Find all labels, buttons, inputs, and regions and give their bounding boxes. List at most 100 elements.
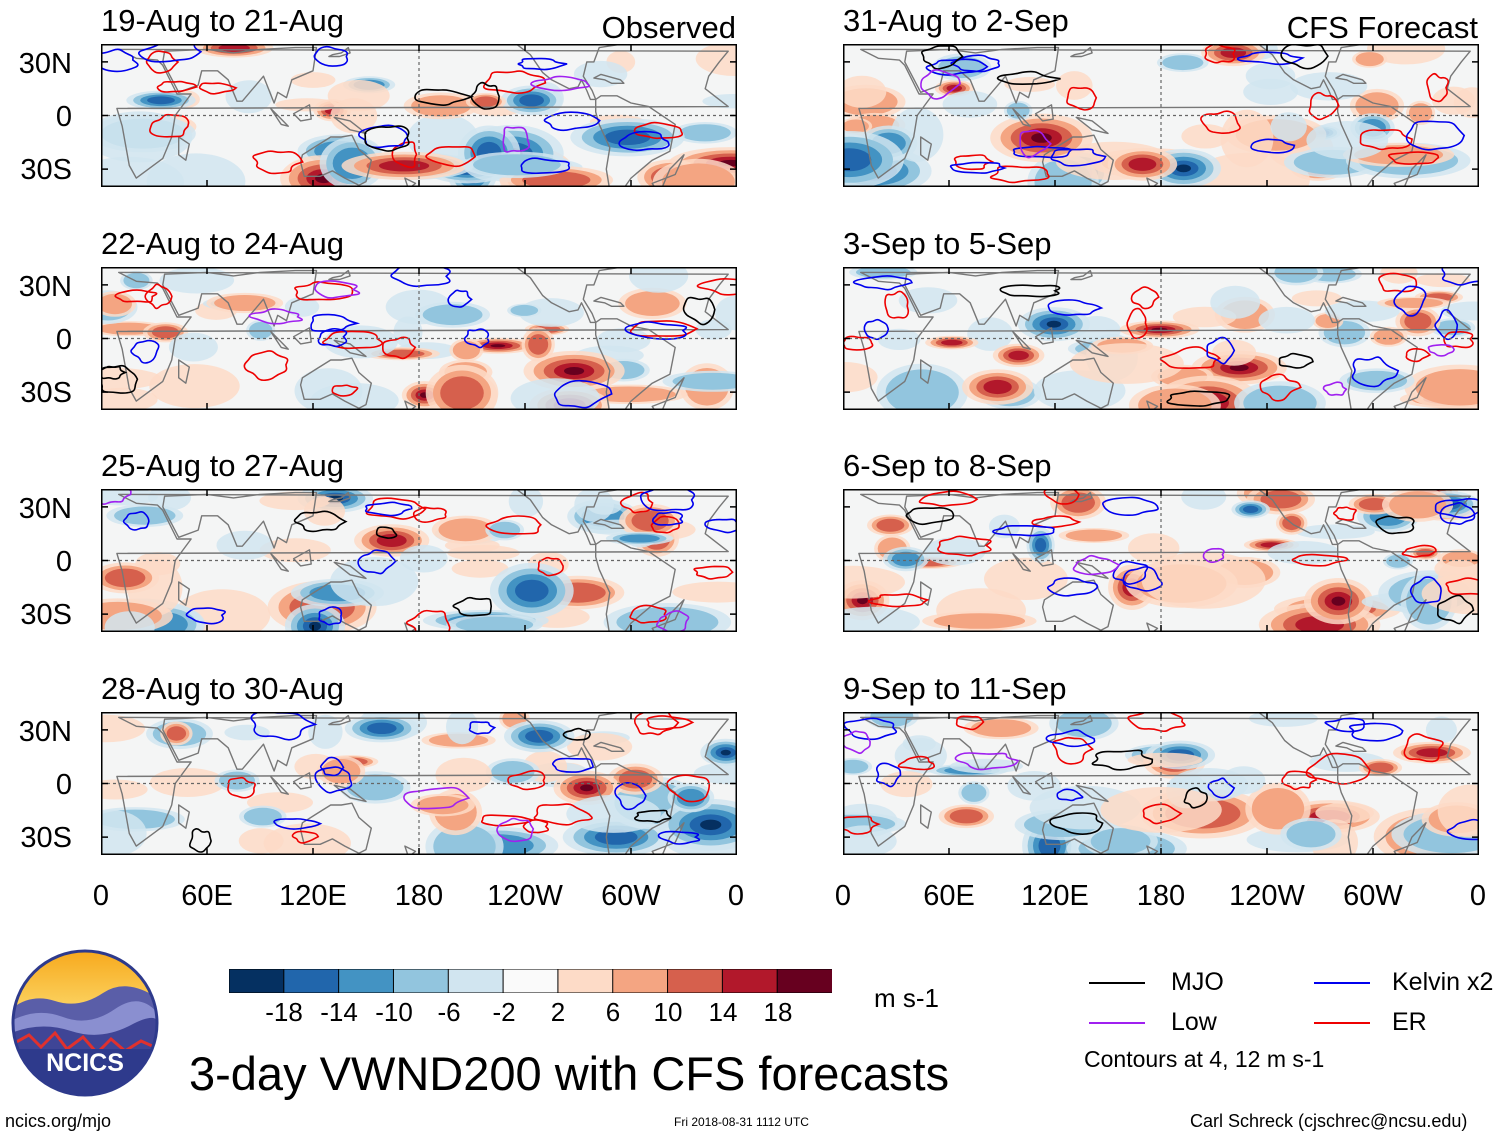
continent-outline bbox=[1393, 154, 1427, 187]
positive-anomaly bbox=[1260, 490, 1302, 509]
y-tick-label: 0 bbox=[55, 546, 72, 578]
x-tick-label: 0 bbox=[727, 880, 745, 912]
map-panel-forecast-4 bbox=[843, 712, 1479, 855]
low-contour bbox=[1019, 129, 1052, 159]
er-contour bbox=[391, 141, 418, 169]
continent-outline bbox=[1011, 775, 1032, 795]
er-contour bbox=[1043, 489, 1080, 505]
kelvin-contour bbox=[1351, 356, 1400, 388]
panel-title: 9-Sep to 11-Sep bbox=[843, 671, 1067, 706]
er-contour bbox=[666, 774, 711, 803]
mjo-contour bbox=[101, 364, 139, 394]
y-tick-label: 0 bbox=[55, 769, 72, 801]
filter-contours bbox=[867, 489, 1479, 625]
negative-anomaly bbox=[216, 530, 274, 560]
continent-outline bbox=[593, 73, 625, 84]
positive-anomaly bbox=[1061, 492, 1095, 513]
negative-anomaly bbox=[1035, 538, 1047, 553]
mjo-contour bbox=[101, 365, 128, 380]
kelvin-contour bbox=[137, 44, 203, 63]
er-contour bbox=[1305, 752, 1371, 785]
kelvin-contour bbox=[1439, 502, 1476, 525]
kelvin-contour bbox=[1393, 285, 1427, 317]
vwnd-field bbox=[843, 44, 1479, 187]
mjo-contour bbox=[375, 526, 398, 539]
map-panel-forecast-1 bbox=[843, 44, 1479, 187]
map-plot bbox=[101, 267, 737, 410]
colorbar-swatch bbox=[776, 968, 834, 994]
colorbar-tick: -10 bbox=[375, 997, 413, 1027]
positive-anomaly bbox=[1389, 491, 1447, 519]
positive-anomaly bbox=[101, 714, 146, 743]
kelvin-contour bbox=[1112, 560, 1149, 585]
kelvin-contour bbox=[852, 275, 914, 291]
positive-anomaly bbox=[1008, 350, 1029, 361]
positive-anomaly bbox=[843, 362, 878, 393]
site-link[interactable]: ncics.org/mjo bbox=[5, 1111, 112, 1131]
kelvin-contour bbox=[949, 161, 1008, 174]
er-contour bbox=[1204, 44, 1236, 64]
er-contour bbox=[198, 82, 238, 95]
er-contour bbox=[1401, 544, 1437, 558]
er-contour bbox=[918, 490, 979, 507]
positive-anomaly bbox=[880, 771, 933, 798]
kelvin-contour bbox=[950, 54, 1001, 73]
coastlines bbox=[116, 267, 729, 410]
positive-anomaly bbox=[149, 364, 240, 409]
panel-title: 6-Sep to 8-Sep bbox=[843, 448, 1052, 483]
negative-anomaly bbox=[1162, 55, 1204, 71]
kelvin-contour bbox=[1348, 722, 1404, 742]
panel-frame bbox=[843, 712, 1479, 855]
observed-label: Observed bbox=[601, 10, 736, 45]
negative-anomaly bbox=[243, 807, 282, 826]
negative-anomaly bbox=[924, 537, 986, 566]
kelvin-contour bbox=[1102, 496, 1159, 517]
er-contour bbox=[114, 289, 158, 303]
er-contour bbox=[884, 290, 910, 319]
legend-line-kelvin bbox=[1314, 982, 1370, 984]
positive-anomaly bbox=[580, 784, 594, 792]
kelvin-contour bbox=[357, 549, 397, 575]
er-contour bbox=[331, 384, 359, 397]
kelvin-contour bbox=[618, 130, 670, 152]
kelvin-contour bbox=[318, 606, 343, 626]
positive-anomaly bbox=[259, 538, 331, 563]
panel-title: 31-Aug to 2-Sep bbox=[843, 3, 1069, 38]
negative-anomaly bbox=[1290, 72, 1368, 101]
er-contour bbox=[1159, 346, 1222, 370]
coastlines bbox=[116, 489, 729, 632]
x-tick-label: 0 bbox=[1469, 880, 1487, 912]
negative-anomaly bbox=[147, 96, 175, 105]
timestamp: Fri 2018-08-31 1112 UTC bbox=[674, 1115, 809, 1129]
positive-anomaly bbox=[104, 568, 146, 588]
contours-note: Contours at 4, 12 m s-1 bbox=[1084, 1046, 1325, 1072]
continent-outline bbox=[1041, 579, 1114, 631]
er-contour bbox=[425, 145, 477, 168]
continent-outline bbox=[1393, 599, 1427, 632]
low-contour bbox=[1322, 381, 1348, 396]
positive-anomaly bbox=[528, 334, 549, 355]
negative-anomaly bbox=[323, 325, 398, 359]
continent-outline bbox=[299, 579, 372, 631]
mjo-contour bbox=[1436, 594, 1475, 625]
filter-contours bbox=[101, 44, 684, 175]
er-contour bbox=[1332, 506, 1357, 521]
continent-outline bbox=[593, 296, 625, 307]
er-contour bbox=[1359, 129, 1414, 151]
kelvin-contour bbox=[1056, 788, 1084, 802]
positive-anomaly bbox=[1229, 364, 1249, 372]
er-contour bbox=[1052, 736, 1095, 765]
positive-anomaly bbox=[1358, 498, 1390, 511]
negative-anomaly bbox=[1425, 716, 1457, 744]
map-plot bbox=[101, 712, 737, 855]
low-contour bbox=[101, 489, 132, 505]
colorbar-units: m s-1 bbox=[874, 983, 939, 1013]
legend-label-er: ER bbox=[1392, 1008, 1427, 1036]
low-contour bbox=[920, 69, 961, 100]
kelvin-contour bbox=[1207, 777, 1236, 799]
positive-anomaly bbox=[1056, 71, 1093, 100]
low-contour bbox=[314, 280, 361, 299]
colorbar-tick: 14 bbox=[708, 997, 738, 1027]
kelvin-contour bbox=[875, 762, 902, 788]
mjo-contour bbox=[1049, 812, 1104, 835]
